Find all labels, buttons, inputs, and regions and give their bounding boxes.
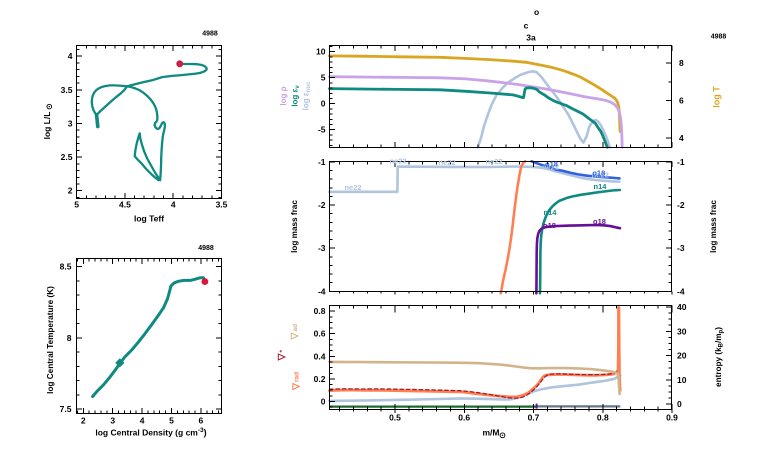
svg-text:-3: -3 xyxy=(677,243,685,253)
svg-text:0: 0 xyxy=(321,99,326,109)
svg-text:4.5: 4.5 xyxy=(119,200,131,210)
svg-text:ad: ad xyxy=(292,324,299,332)
svg-text:8.5: 8.5 xyxy=(60,262,72,272)
svg-text:0.7: 0.7 xyxy=(528,413,540,423)
svg-text:4: 4 xyxy=(140,416,145,426)
svg-text:0.8: 0.8 xyxy=(314,306,326,316)
svg-text:log Central Density (g cm-3): log Central Density (g cm-3) xyxy=(95,427,206,438)
svg-text:0.6: 0.6 xyxy=(458,413,470,423)
svg-text:c: c xyxy=(524,20,529,30)
svg-text:rad: rad xyxy=(294,372,301,382)
svg-text:-3: -3 xyxy=(318,243,326,253)
svg-text:2: 2 xyxy=(81,416,86,426)
svg-text:4: 4 xyxy=(68,51,73,61)
svg-text:log Teff: log Teff xyxy=(134,214,164,224)
svg-text:log εν: log εν xyxy=(291,85,302,107)
svg-text:0.8: 0.8 xyxy=(597,413,609,423)
svg-text:8: 8 xyxy=(679,58,684,68)
svg-text:-1: -1 xyxy=(318,157,326,167)
svg-text:-4: -4 xyxy=(318,286,326,296)
svg-text:6: 6 xyxy=(679,96,684,106)
svg-text:-4: -4 xyxy=(677,286,685,296)
svg-text:ne22: ne22 xyxy=(542,163,559,172)
svg-text:-1: -1 xyxy=(677,157,685,167)
svg-text:4: 4 xyxy=(679,133,684,143)
svg-text:8: 8 xyxy=(67,333,72,343)
svg-text:0.6: 0.6 xyxy=(314,329,326,339)
svg-text:4988: 4988 xyxy=(202,31,218,38)
svg-text:-5: -5 xyxy=(318,125,326,135)
svg-text:30: 30 xyxy=(677,326,687,336)
svg-text:m/M: m/M xyxy=(483,428,500,438)
svg-text:-2: -2 xyxy=(677,200,685,210)
svg-text:3: 3 xyxy=(68,119,73,129)
svg-text:o18: o18 xyxy=(592,169,605,178)
svg-text:0.4: 0.4 xyxy=(314,351,326,361)
svg-text:0: 0 xyxy=(677,399,682,409)
svg-text:3a: 3a xyxy=(526,33,536,43)
svg-text:o18: o18 xyxy=(543,221,556,230)
svg-text:*: * xyxy=(279,350,286,353)
svg-text:log mass frac: log mass frac xyxy=(290,200,299,253)
svg-text:5: 5 xyxy=(169,416,174,426)
svg-text:log ρ: log ρ xyxy=(279,86,288,105)
svg-text:log L/L: log L/L xyxy=(42,112,52,140)
svg-text:4988: 4988 xyxy=(711,34,727,41)
svg-text:o: o xyxy=(534,7,539,17)
svg-text:n14: n14 xyxy=(594,182,608,191)
svg-text:2: 2 xyxy=(68,186,73,196)
svg-text:0.5: 0.5 xyxy=(389,413,401,423)
svg-text:ne22: ne22 xyxy=(389,157,406,166)
svg-text:5: 5 xyxy=(74,200,79,210)
svg-text:6: 6 xyxy=(199,416,204,426)
svg-text:log T: log T xyxy=(712,86,722,108)
svg-text:log εnuc: log εnuc xyxy=(302,81,313,110)
svg-text:3.5: 3.5 xyxy=(61,85,73,95)
svg-text:3: 3 xyxy=(110,416,115,426)
svg-text:ne22: ne22 xyxy=(592,170,609,179)
svg-text:4988: 4988 xyxy=(198,245,214,252)
svg-text:n14: n14 xyxy=(544,208,558,217)
svg-text:ne22: ne22 xyxy=(344,183,361,192)
svg-text:5: 5 xyxy=(321,73,326,83)
svg-text:0.2: 0.2 xyxy=(314,374,326,384)
svg-text:3.5: 3.5 xyxy=(216,200,228,210)
svg-text:log Central Temperature (K): log Central Temperature (K) xyxy=(46,286,55,394)
svg-text:log mass frac: log mass frac xyxy=(709,200,718,253)
svg-text:10: 10 xyxy=(316,47,326,57)
svg-text:4: 4 xyxy=(171,200,176,210)
svg-text:ne22: ne22 xyxy=(438,158,455,167)
svg-text:40: 40 xyxy=(677,302,687,312)
svg-text:o18: o18 xyxy=(545,160,558,169)
svg-text:o18: o18 xyxy=(593,217,606,226)
svg-text:20: 20 xyxy=(677,351,687,361)
svg-text:7.5: 7.5 xyxy=(60,404,72,414)
svg-text:0.9: 0.9 xyxy=(666,413,678,423)
svg-text:entropy (kB/mp): entropy (kB/mp) xyxy=(714,327,725,387)
svg-text:0: 0 xyxy=(321,397,326,407)
svg-text:10: 10 xyxy=(677,375,687,385)
svg-text:ne22: ne22 xyxy=(485,157,502,166)
svg-text:2.5: 2.5 xyxy=(61,152,73,162)
svg-text:-2: -2 xyxy=(318,200,326,210)
